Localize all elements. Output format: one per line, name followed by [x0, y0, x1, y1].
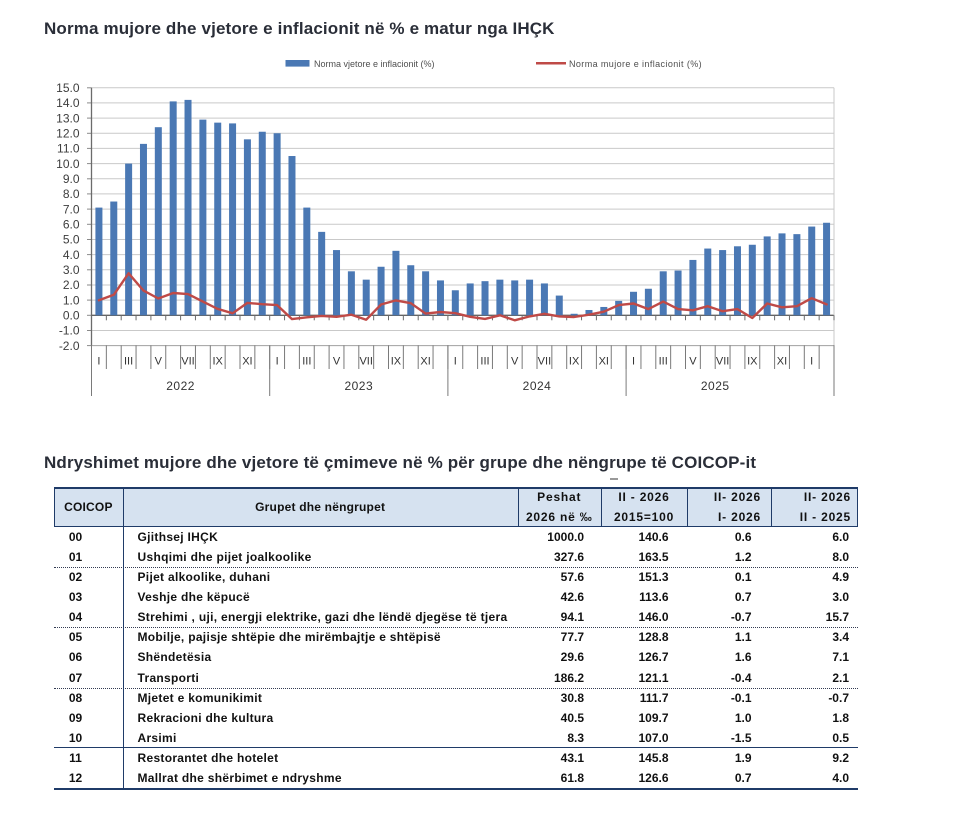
svg-text:V: V: [511, 356, 519, 368]
svg-text:I: I: [810, 356, 813, 368]
svg-text:14.0: 14.0: [56, 96, 80, 110]
svg-text:V: V: [689, 356, 697, 368]
svg-text:XI: XI: [777, 356, 787, 368]
svg-text:I: I: [632, 356, 635, 368]
svg-text:IX: IX: [747, 356, 758, 368]
svg-text:15.0: 15.0: [56, 81, 80, 95]
svg-text:XI: XI: [242, 356, 252, 368]
svg-text:2025: 2025: [701, 379, 730, 393]
svg-text:I: I: [276, 356, 279, 368]
svg-text:Norma mujore e inflacionit (%): Norma mujore e inflacionit (%): [569, 59, 702, 69]
svg-text:0.0: 0.0: [63, 309, 80, 323]
svg-text:3.0: 3.0: [63, 263, 80, 277]
svg-text:2022: 2022: [166, 379, 195, 393]
svg-text:IX: IX: [212, 356, 223, 368]
svg-text:2024: 2024: [523, 379, 552, 393]
svg-text:6.0: 6.0: [63, 218, 80, 232]
svg-text:10.0: 10.0: [56, 157, 80, 171]
svg-text:V: V: [155, 356, 163, 368]
svg-text:IX: IX: [391, 356, 402, 368]
svg-text:III: III: [124, 356, 133, 368]
svg-text:8.0: 8.0: [63, 187, 80, 201]
svg-text:VII: VII: [716, 356, 729, 368]
svg-text:1.0: 1.0: [63, 293, 80, 307]
svg-text:5.0: 5.0: [63, 233, 80, 247]
svg-text:XI: XI: [599, 356, 609, 368]
svg-text:XI: XI: [420, 356, 430, 368]
svg-text:12.0: 12.0: [56, 127, 80, 141]
svg-text:2023: 2023: [344, 379, 373, 393]
svg-text:7.0: 7.0: [63, 202, 80, 216]
svg-text:11.0: 11.0: [57, 142, 80, 156]
svg-text:VII: VII: [538, 356, 551, 368]
svg-text:III: III: [302, 356, 311, 368]
svg-text:IX: IX: [569, 356, 580, 368]
svg-text:I: I: [97, 356, 100, 368]
svg-text:4.0: 4.0: [63, 248, 80, 262]
svg-text:VII: VII: [359, 356, 372, 368]
svg-text:I: I: [454, 356, 457, 368]
svg-text:III: III: [659, 356, 668, 368]
svg-text:-1.0: -1.0: [59, 324, 80, 338]
svg-text:-2.0: -2.0: [59, 339, 80, 353]
svg-text:V: V: [333, 356, 341, 368]
svg-text:2.0: 2.0: [63, 278, 80, 292]
svg-text:VII: VII: [181, 356, 194, 368]
svg-text:13.0: 13.0: [56, 111, 80, 125]
svg-text:III: III: [480, 356, 489, 368]
svg-text:9.0: 9.0: [63, 172, 80, 186]
svg-text:Norma vjetore e inflacionit (%: Norma vjetore e inflacionit (%): [314, 59, 435, 69]
